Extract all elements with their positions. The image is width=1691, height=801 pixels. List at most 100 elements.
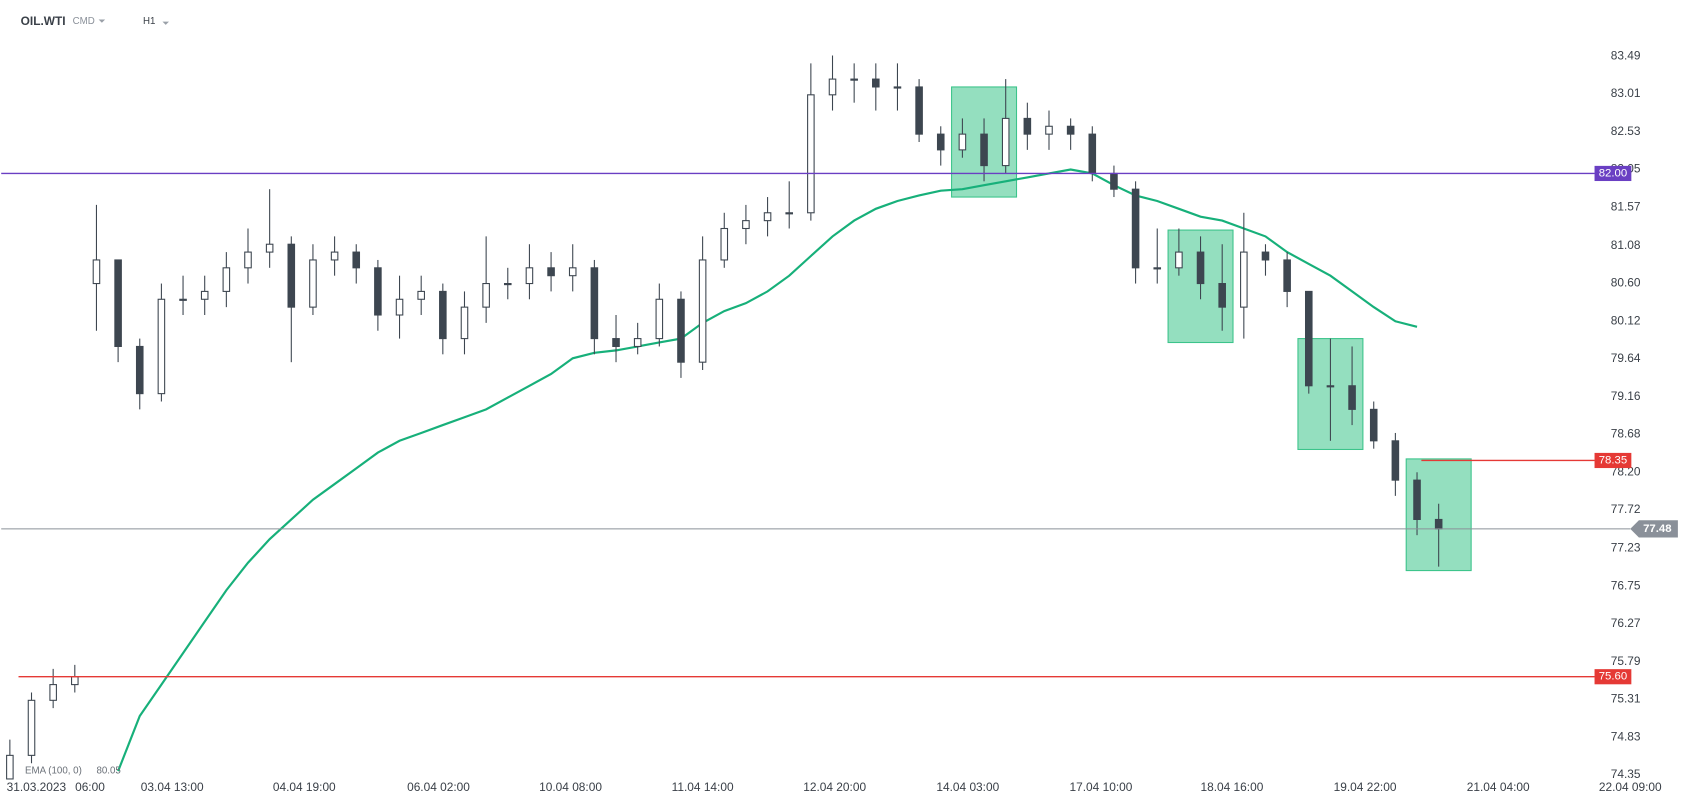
candle-body bbox=[612, 338, 620, 347]
y-tick-label: 78.68 bbox=[1611, 427, 1641, 441]
candle-body bbox=[1261, 251, 1270, 261]
current-price-label: 77.48 bbox=[1643, 523, 1671, 535]
x-tick-label: 06.04 02:00 bbox=[407, 780, 470, 794]
x-tick-label: 18.04 16:00 bbox=[1201, 780, 1264, 794]
candle-body bbox=[807, 94, 815, 214]
candle-body bbox=[677, 298, 685, 363]
candle-body bbox=[568, 267, 577, 277]
y-tick-label: 83.01 bbox=[1611, 86, 1641, 100]
candle-body bbox=[157, 298, 166, 395]
candle-body bbox=[936, 133, 945, 151]
x-tick-label: 21.04 04:00 bbox=[1467, 780, 1530, 794]
market[interactable]: CMD bbox=[73, 16, 95, 27]
candle-body bbox=[1088, 133, 1097, 174]
candle-body bbox=[309, 259, 317, 308]
candle-body bbox=[1045, 125, 1053, 135]
candle-body bbox=[503, 283, 512, 286]
x-tick-label: 03.04 13:00 bbox=[141, 780, 204, 794]
candle-body bbox=[1175, 251, 1183, 269]
y-tick-label: 77.23 bbox=[1611, 541, 1641, 555]
candle-body bbox=[92, 259, 101, 285]
y-tick-label: 79.64 bbox=[1611, 351, 1641, 365]
candle-body bbox=[590, 267, 599, 340]
candle-body bbox=[1369, 408, 1378, 442]
candle-body bbox=[114, 259, 122, 347]
x-tick-label: 04.04 19:00 bbox=[273, 780, 336, 794]
y-tick-label: 81.08 bbox=[1611, 238, 1641, 252]
y-tick-label: 83.49 bbox=[1611, 48, 1641, 62]
candle-body bbox=[222, 267, 231, 292]
y-tick-label: 74.83 bbox=[1611, 729, 1641, 743]
level-label: 82.00 bbox=[1599, 167, 1627, 179]
y-tick-label: 77.72 bbox=[1611, 502, 1641, 516]
candle-body bbox=[6, 754, 14, 780]
candle-body bbox=[374, 267, 382, 316]
candle-body bbox=[482, 283, 490, 308]
candle-body bbox=[742, 220, 750, 230]
symbol[interactable]: OIL.WTI bbox=[21, 14, 66, 28]
indicator-name: EMA (100, 0) bbox=[25, 765, 82, 776]
y-tick-label: 76.75 bbox=[1611, 578, 1641, 592]
candle-body bbox=[330, 251, 339, 261]
candle-body bbox=[1218, 283, 1226, 308]
candle-body bbox=[352, 251, 361, 269]
candle-body bbox=[828, 78, 837, 96]
candle-body bbox=[265, 243, 274, 253]
y-tick-label: 79.16 bbox=[1611, 389, 1641, 403]
candle-body bbox=[1326, 385, 1335, 388]
candle-body bbox=[698, 259, 707, 363]
ema-line bbox=[117, 168, 1418, 772]
interval[interactable]: H1 bbox=[143, 16, 155, 27]
candle-body bbox=[1001, 117, 1010, 167]
candle-body bbox=[1304, 290, 1313, 387]
level-label: 78.35 bbox=[1599, 454, 1627, 466]
candle-body bbox=[200, 290, 209, 300]
candle-body bbox=[460, 306, 469, 340]
candle-body bbox=[763, 212, 772, 222]
indicator-value: 80.05 bbox=[96, 765, 120, 776]
candle-body bbox=[980, 133, 988, 167]
dropdown-caret[interactable] bbox=[98, 19, 106, 23]
y-tick-label: 75.79 bbox=[1611, 654, 1641, 668]
y-tick-label: 80.12 bbox=[1611, 313, 1641, 327]
candle-body bbox=[655, 298, 664, 340]
candle-body bbox=[1196, 251, 1205, 285]
candle-body bbox=[1240, 251, 1248, 308]
y-tick-label: 74.35 bbox=[1611, 767, 1641, 781]
candle-body bbox=[1348, 385, 1356, 410]
y-tick-label: 82.53 bbox=[1611, 124, 1641, 138]
candle-body bbox=[1110, 172, 1118, 190]
candle-body bbox=[417, 290, 425, 300]
candle-body bbox=[439, 290, 447, 340]
x-tick-label: 19.04 22:00 bbox=[1334, 780, 1397, 794]
candle-body bbox=[720, 227, 729, 261]
y-tick-label: 75.31 bbox=[1611, 692, 1641, 706]
candle-body bbox=[1153, 267, 1162, 270]
x-tick-label: 14.04 03:00 bbox=[936, 780, 999, 794]
candle-body bbox=[915, 86, 923, 135]
candle-body bbox=[785, 212, 794, 215]
candle-body bbox=[893, 86, 902, 89]
candle-body bbox=[1434, 518, 1443, 530]
level-badge bbox=[1594, 452, 1632, 469]
candle-body bbox=[525, 267, 534, 285]
y-tick-label: 80.60 bbox=[1611, 276, 1641, 290]
candle-body bbox=[633, 338, 642, 347]
candle-body bbox=[1413, 479, 1421, 520]
dropdown-caret[interactable] bbox=[162, 21, 169, 25]
plot-area bbox=[6, 55, 1472, 780]
candle-body bbox=[49, 684, 57, 701]
x-tick-label: 10.04 08:00 bbox=[539, 780, 602, 794]
current-price-badge bbox=[1630, 520, 1678, 538]
y-tick-label: 81.57 bbox=[1611, 199, 1641, 213]
candle-body bbox=[1131, 188, 1140, 269]
date-label: 31.03.2023 bbox=[7, 780, 67, 794]
candle-body bbox=[1066, 125, 1075, 135]
level-badge bbox=[1594, 165, 1632, 182]
candle-body bbox=[179, 298, 187, 301]
x-tick-label: 06:00 bbox=[75, 780, 105, 794]
candle-body bbox=[1283, 259, 1291, 292]
x-tick-label: 17.04 10:00 bbox=[1070, 780, 1133, 794]
level-badge bbox=[1594, 669, 1632, 685]
